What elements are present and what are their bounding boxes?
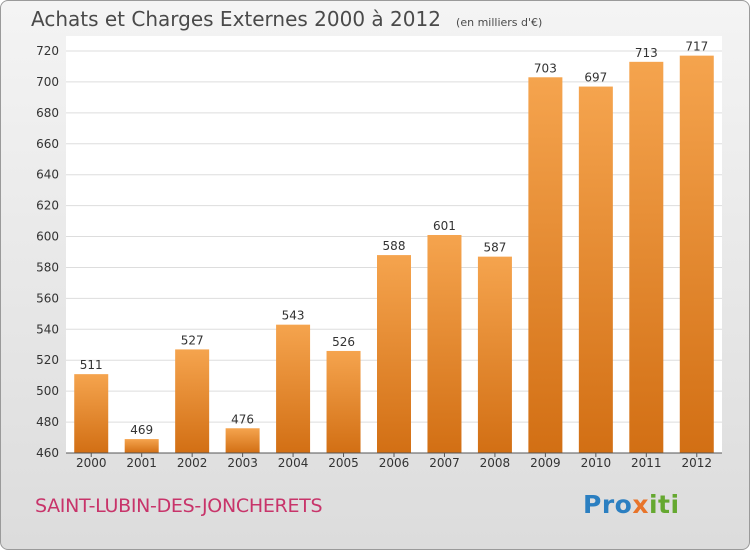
x-tick-label: 2004 xyxy=(278,456,309,470)
commune-name: SAINT-LUBIN-DES-JONCHERETS xyxy=(35,495,323,517)
y-tick-label: 520 xyxy=(36,353,59,367)
bar-value-label: 717 xyxy=(685,40,708,54)
y-tick-label: 540 xyxy=(36,322,59,336)
y-tick-label: 580 xyxy=(36,260,59,274)
x-tick-label: 2000 xyxy=(76,456,107,470)
y-axis: 460 480 500 520 540 560 580 600 620 640 660 680 700 7… xyxy=(36,44,59,460)
y-tick-label: 460 xyxy=(36,446,59,460)
y-tick-label: 640 xyxy=(36,168,59,182)
x-tick-label: 2005 xyxy=(328,456,359,470)
bar-value-label: 713 xyxy=(635,46,658,60)
x-tick-label: 2003 xyxy=(227,456,258,470)
title-row: Achats et Charges Externes 2000 à 2012 (… xyxy=(31,7,542,31)
x-axis: 2000 2001 2002 2003 2004 2005 2006 2007 2008 2009… xyxy=(66,452,722,470)
x-tick-label: 2006 xyxy=(379,456,410,470)
x-tick-label: 2009 xyxy=(530,456,561,470)
chart-unit: (en milliers d'€) xyxy=(456,16,543,29)
y-tick-label: 600 xyxy=(36,230,59,244)
bar-value-label: 543 xyxy=(282,309,305,323)
x-tick-label: 2012 xyxy=(681,456,712,470)
y-tick-label: 560 xyxy=(36,291,59,305)
y-tick-label: 680 xyxy=(36,106,59,120)
bar xyxy=(578,86,613,454)
bar xyxy=(326,350,361,453)
bar xyxy=(427,234,462,453)
bar-value-label: 476 xyxy=(231,412,254,426)
x-tick-label: 2002 xyxy=(177,456,208,470)
bar xyxy=(225,428,260,453)
bar-value-label: 697 xyxy=(584,71,607,85)
bar xyxy=(74,374,109,453)
y-tick-label: 720 xyxy=(36,44,59,58)
proxiti-logo: Proxiti xyxy=(583,490,680,519)
y-tick-label: 700 xyxy=(36,75,59,89)
x-tick-label: 2010 xyxy=(581,456,612,470)
bar xyxy=(124,439,159,453)
x-tick-label: 2001 xyxy=(126,456,157,470)
bars: 511 469 527 476 543 526 588 601 587 703 697 713 717 xyxy=(74,40,714,454)
chart-title: Achats et Charges Externes 2000 à 2012 xyxy=(31,7,441,31)
bar-value-label: 526 xyxy=(332,335,355,349)
x-tick-label: 2011 xyxy=(631,456,662,470)
bar-value-label: 703 xyxy=(534,61,557,75)
bar xyxy=(528,77,563,454)
bar-value-label: 601 xyxy=(433,219,456,233)
bar xyxy=(629,61,664,453)
bar-value-label: 469 xyxy=(130,423,153,437)
bar-value-label: 527 xyxy=(181,333,204,347)
y-tick-label: 620 xyxy=(36,199,59,213)
x-tick-label: 2007 xyxy=(429,456,460,470)
bar xyxy=(276,324,311,453)
y-tick-label: 500 xyxy=(36,384,59,398)
x-tick-label: 2008 xyxy=(480,456,511,470)
y-tick-label: 480 xyxy=(36,415,59,429)
bar-value-label: 587 xyxy=(483,241,506,255)
y-tick-label: 660 xyxy=(36,137,59,151)
bar xyxy=(679,55,714,454)
bar xyxy=(175,349,210,453)
bar xyxy=(477,256,512,453)
bar xyxy=(377,255,411,453)
bar-value-label: 511 xyxy=(80,358,103,372)
bar-value-label: 588 xyxy=(383,239,406,253)
